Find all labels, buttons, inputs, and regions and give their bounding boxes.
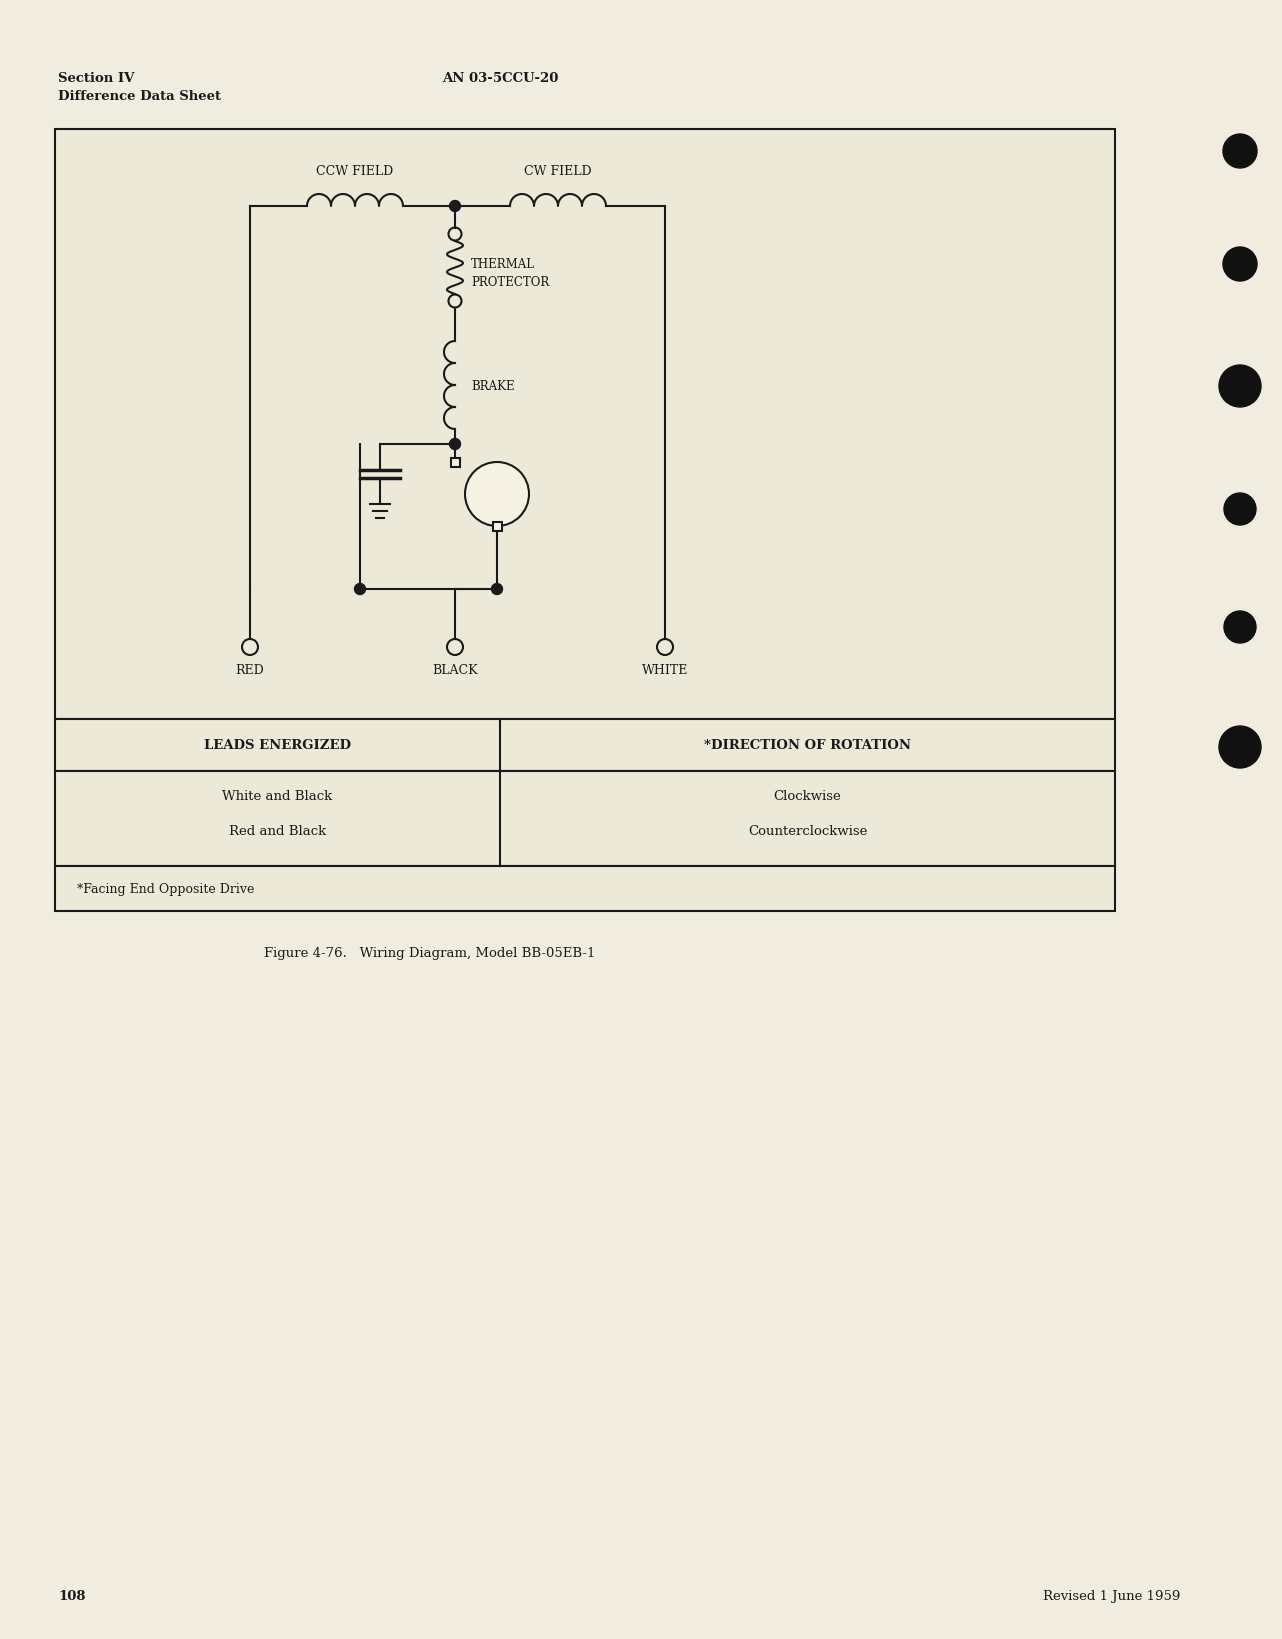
Circle shape: [1219, 726, 1261, 769]
Circle shape: [1224, 493, 1256, 526]
Text: WHITE: WHITE: [642, 664, 688, 677]
Text: 108: 108: [58, 1590, 86, 1601]
Text: CCW FIELD: CCW FIELD: [317, 166, 394, 179]
Text: AN 03-5CCU-20: AN 03-5CCU-20: [442, 72, 558, 85]
Text: THERMAL: THERMAL: [470, 259, 535, 272]
Text: PROTECTOR: PROTECTOR: [470, 275, 549, 288]
Circle shape: [450, 439, 460, 451]
Text: *Facing End Opposite Drive: *Facing End Opposite Drive: [77, 882, 254, 895]
Text: Clockwise: Clockwise: [774, 790, 841, 803]
Text: Figure 4-76.   Wiring Diagram, Model BB-05EB-1: Figure 4-76. Wiring Diagram, Model BB-05…: [264, 946, 596, 959]
Bar: [55, 720, 1115, 772]
Circle shape: [1223, 247, 1256, 282]
Bar: [450, 459, 459, 467]
Text: BLACK: BLACK: [432, 664, 478, 677]
Circle shape: [450, 202, 460, 213]
Text: RED: RED: [236, 664, 264, 677]
Text: CW FIELD: CW FIELD: [524, 166, 592, 179]
Circle shape: [465, 462, 529, 526]
Circle shape: [355, 583, 365, 595]
Bar: [55, 867, 1115, 911]
Text: Red and Black: Red and Black: [229, 824, 326, 838]
Bar: [492, 523, 501, 531]
Text: Difference Data Sheet: Difference Data Sheet: [58, 90, 221, 103]
Text: BRAKE: BRAKE: [470, 379, 514, 392]
Text: Section IV: Section IV: [58, 72, 135, 85]
Text: Counterclockwise: Counterclockwise: [747, 824, 868, 838]
Bar: [55, 772, 1115, 867]
Text: White and Black: White and Black: [223, 790, 333, 803]
Circle shape: [491, 583, 503, 595]
Circle shape: [1219, 365, 1261, 408]
Circle shape: [1224, 611, 1256, 644]
Circle shape: [1223, 134, 1256, 169]
Text: LEADS ENERGIZED: LEADS ENERGIZED: [204, 739, 351, 752]
Text: *DIRECTION OF ROTATION: *DIRECTION OF ROTATION: [704, 739, 912, 752]
Text: Revised 1 June 1959: Revised 1 June 1959: [1042, 1590, 1179, 1601]
Bar: [55, 129, 1115, 720]
